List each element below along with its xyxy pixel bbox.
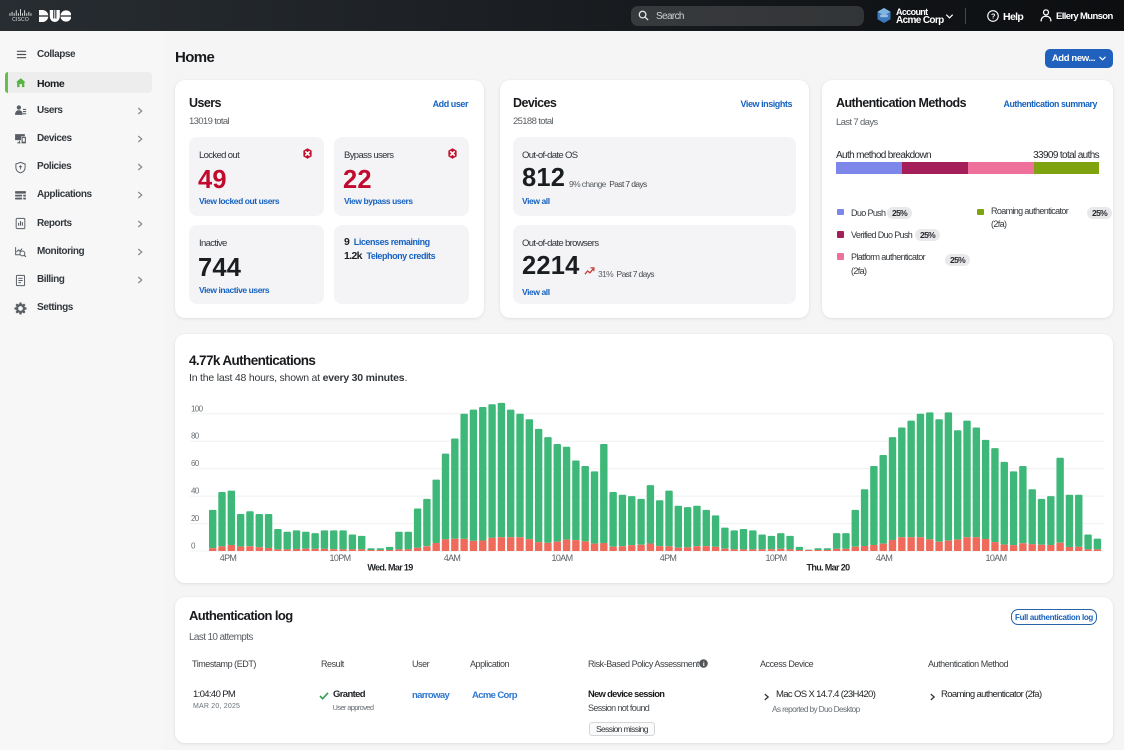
svg-text:10PM: 10PM: [766, 553, 787, 563]
svg-text:10PM: 10PM: [330, 553, 351, 563]
svg-text:100: 100: [191, 404, 204, 413]
svg-text:0: 0: [191, 542, 196, 551]
svg-text:40: 40: [191, 487, 200, 496]
svg-text:Thu. Mar 20: Thu. Mar 20: [807, 563, 851, 573]
svg-text:CISCO: CISCO: [12, 17, 29, 22]
svg-text:10AM: 10AM: [552, 553, 573, 563]
svg-text:4AM: 4AM: [876, 553, 893, 563]
svg-text:?: ?: [991, 11, 996, 20]
svg-text:80: 80: [191, 432, 200, 441]
svg-text:4PM: 4PM: [660, 553, 677, 563]
svg-text:10AM: 10AM: [986, 553, 1007, 563]
svg-text:4PM: 4PM: [220, 553, 237, 563]
svg-text:4AM: 4AM: [444, 553, 461, 563]
svg-text:Wed. Mar 19: Wed. Mar 19: [367, 563, 413, 573]
svg-text:20: 20: [191, 514, 200, 523]
svg-text:60: 60: [191, 459, 200, 468]
